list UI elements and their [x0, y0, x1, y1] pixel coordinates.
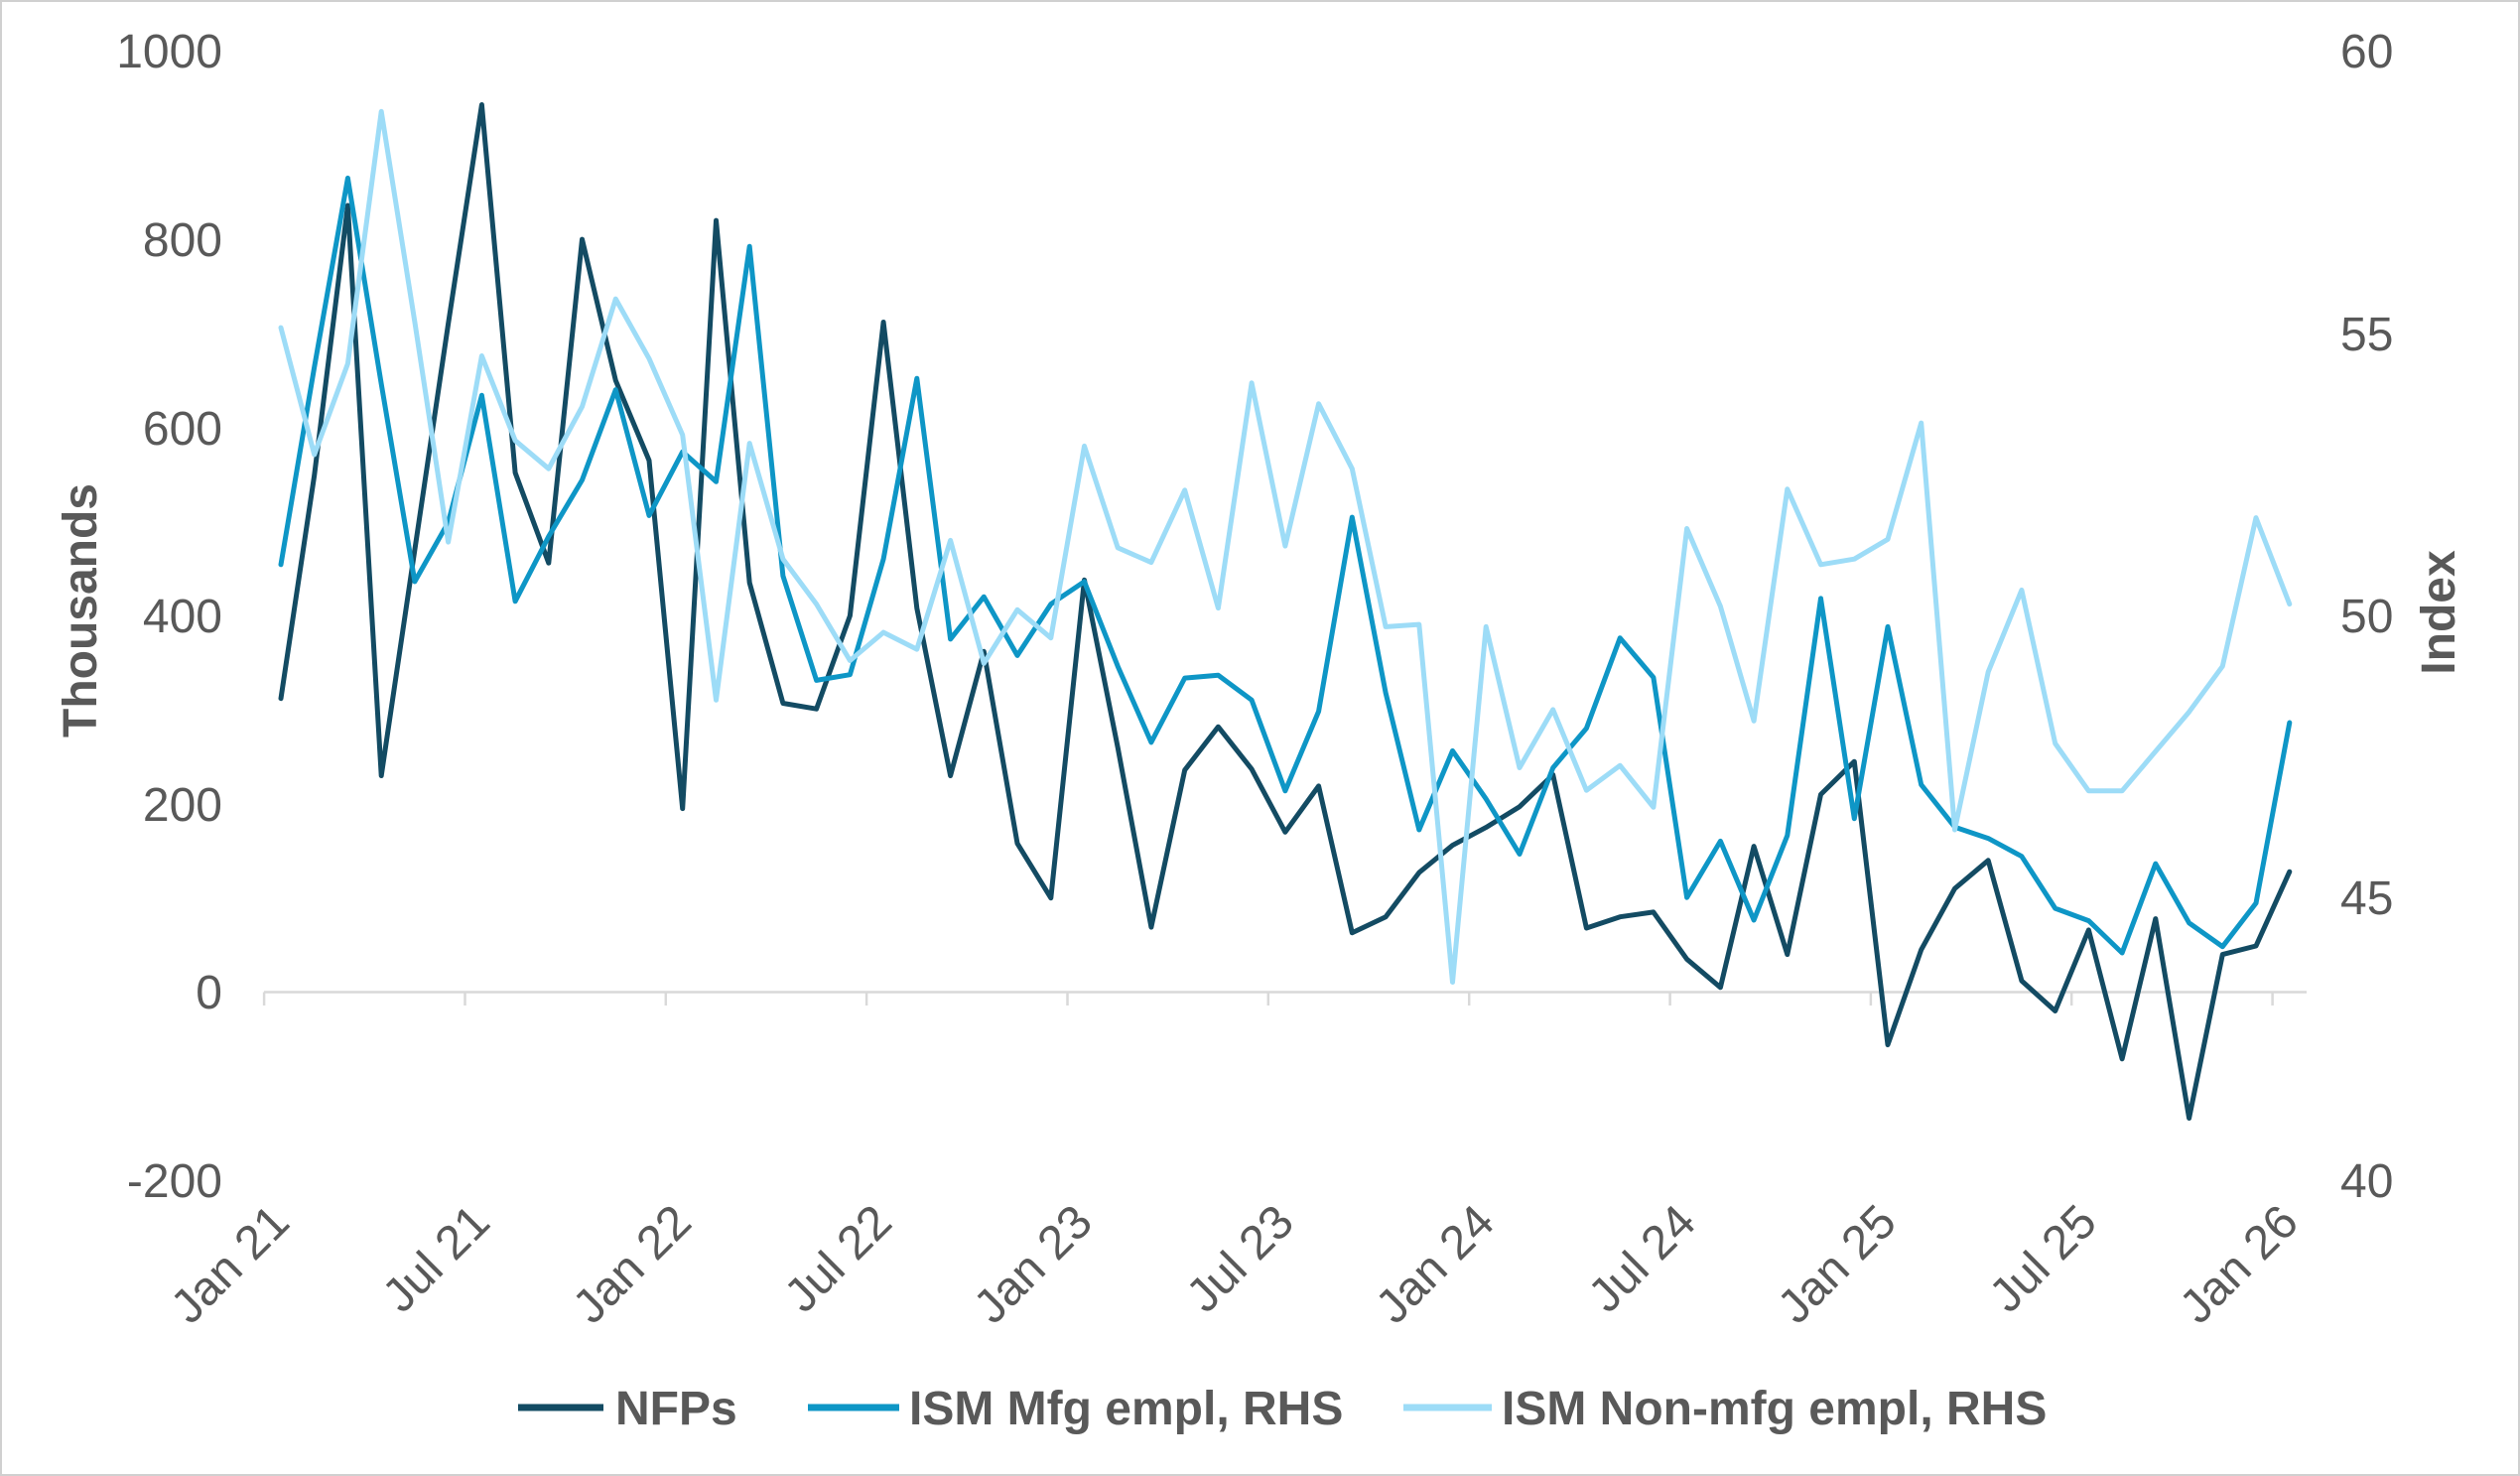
svg-text:Jan 26: Jan 26: [2170, 1195, 2308, 1333]
svg-text:ISM Mfg empl, RHS: ISM Mfg empl, RHS: [909, 1383, 1343, 1435]
svg-text:Jan 25: Jan 25: [1768, 1195, 1906, 1333]
svg-text:Jul 22: Jul 22: [775, 1195, 902, 1322]
svg-text:1000: 1000: [116, 26, 222, 78]
svg-text:ISM Non-mfg empl, RHS: ISM Non-mfg empl, RHS: [1502, 1383, 2047, 1435]
svg-text:Jul 25: Jul 25: [1980, 1195, 2107, 1322]
svg-text:Jan 21: Jan 21: [161, 1195, 299, 1333]
svg-text:40: 40: [2340, 1155, 2393, 1208]
svg-text:60: 60: [2340, 26, 2393, 78]
svg-text:200: 200: [143, 779, 222, 832]
svg-text:400: 400: [143, 591, 222, 643]
svg-text:55: 55: [2340, 309, 2393, 361]
svg-text:Jan 24: Jan 24: [1366, 1195, 1504, 1333]
svg-text:NFPs: NFPs: [615, 1383, 737, 1435]
svg-text:0: 0: [196, 967, 222, 1019]
svg-text:800: 800: [143, 214, 222, 267]
svg-text:Jul 21: Jul 21: [373, 1195, 500, 1322]
svg-text:Index: Index: [2413, 550, 2465, 675]
svg-text:45: 45: [2340, 872, 2393, 925]
svg-text:Thousands: Thousands: [55, 483, 107, 738]
svg-text:Jul 24: Jul 24: [1579, 1195, 1706, 1322]
svg-text:Jul 23: Jul 23: [1177, 1195, 1304, 1322]
svg-text:Jan 23: Jan 23: [964, 1195, 1102, 1333]
svg-text:600: 600: [143, 403, 222, 456]
svg-text:50: 50: [2340, 591, 2393, 643]
svg-text:-200: -200: [127, 1155, 222, 1208]
svg-text:Jan 22: Jan 22: [563, 1195, 701, 1333]
